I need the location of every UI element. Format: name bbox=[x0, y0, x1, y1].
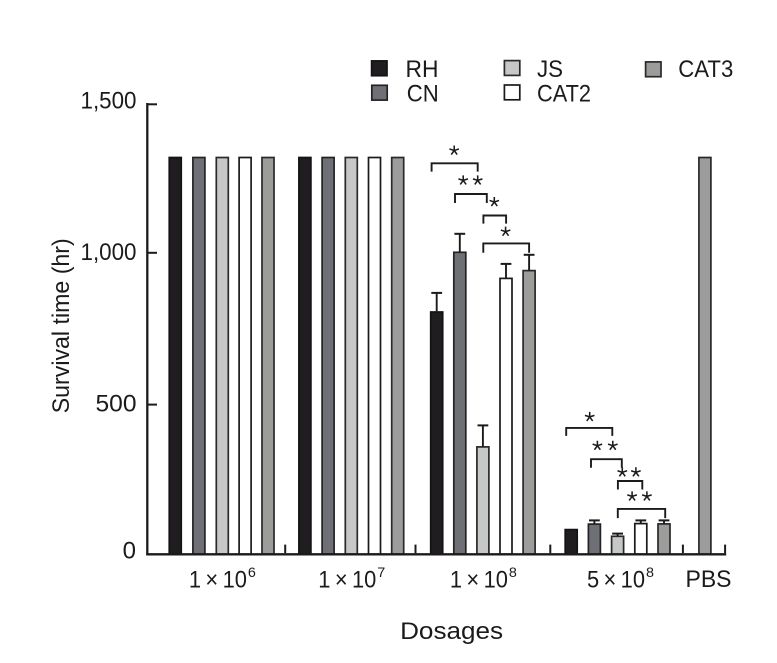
svg-text:JS: JS bbox=[537, 56, 563, 83]
svg-text:8: 8 bbox=[646, 564, 654, 580]
svg-text:Survival time (hr): Survival time (hr) bbox=[48, 238, 75, 413]
svg-text:1 × 10: 1 × 10 bbox=[318, 567, 376, 594]
svg-text:RH: RH bbox=[406, 56, 439, 83]
svg-text:CAT2: CAT2 bbox=[537, 80, 591, 107]
svg-text:1 × 10: 1 × 10 bbox=[189, 567, 247, 594]
svg-text:0: 0 bbox=[123, 537, 136, 564]
svg-text:CN: CN bbox=[407, 80, 439, 107]
svg-text:Dosages: Dosages bbox=[400, 618, 503, 645]
svg-text:8: 8 bbox=[509, 564, 517, 580]
svg-text:1,500: 1,500 bbox=[81, 88, 137, 115]
svg-text:CAT3: CAT3 bbox=[678, 56, 733, 83]
svg-text:6: 6 bbox=[248, 564, 256, 580]
svg-text:5 × 10: 5 × 10 bbox=[587, 567, 645, 594]
svg-text:1,000: 1,000 bbox=[81, 239, 137, 266]
svg-text:7: 7 bbox=[377, 564, 385, 580]
svg-text:PBS: PBS bbox=[686, 566, 732, 593]
svg-text:1 × 10: 1 × 10 bbox=[450, 567, 508, 594]
svg-text:500: 500 bbox=[96, 391, 137, 418]
